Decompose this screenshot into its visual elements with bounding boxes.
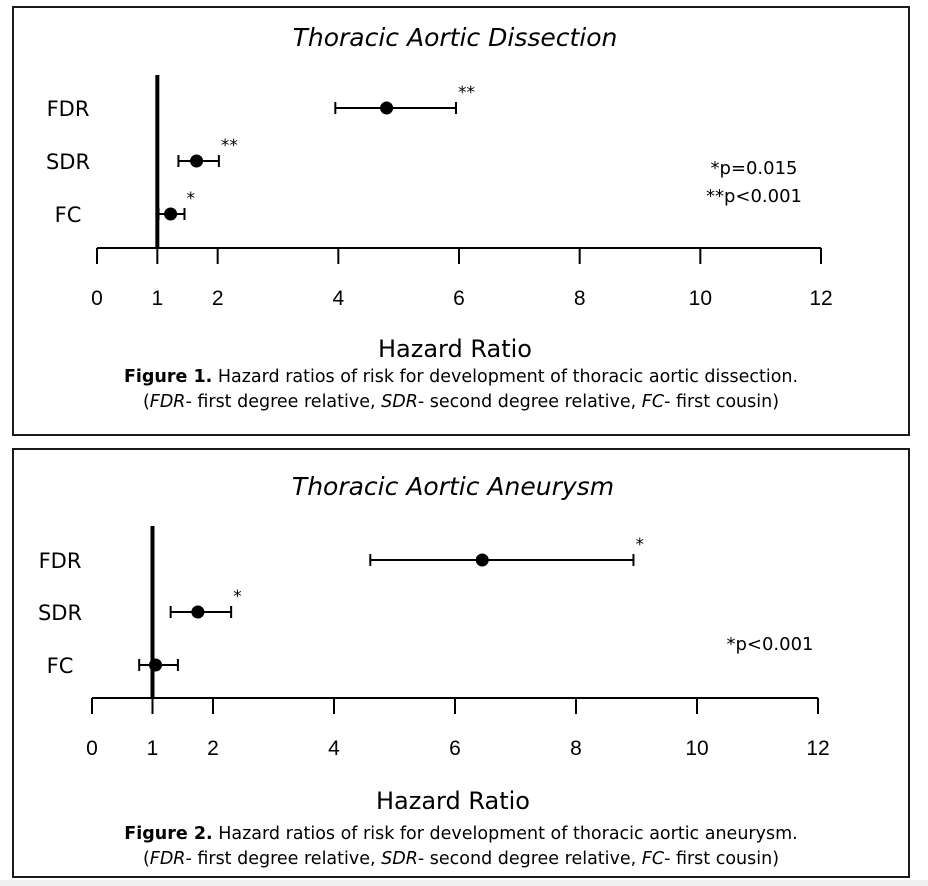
x-tick-label: 2 <box>207 737 219 760</box>
caption-fdr-abbr: FDR <box>149 849 186 869</box>
caption-paren: ( <box>142 392 150 412</box>
category-label: SDR <box>46 150 90 174</box>
x-tick-label: 1 <box>151 287 163 310</box>
x-tick-label: 6 <box>453 287 465 310</box>
caption-fc-def: - first cousin) <box>664 392 780 412</box>
figure-2-panel: Thoracic Aortic Aneurysm 0 1 2 4 6 8 10 12 Hazard… <box>12 448 910 878</box>
caption-line-1: Figure 1. Hazard ratios of risk for deve… <box>14 365 908 390</box>
caption-fdr-def: - first degree relative, <box>185 849 382 869</box>
caption-line-1: Figure 2. Hazard ratios of risk for deve… <box>14 822 908 847</box>
figure-1-panel: Thoracic Aortic Dissection 0 1 2 4 6 8 10 12 Haza… <box>12 6 910 436</box>
x-tick-label: 6 <box>449 737 461 760</box>
point-estimate <box>475 553 489 567</box>
x-tick-label: 0 <box>91 287 103 310</box>
significance-marker: * <box>635 535 644 555</box>
point-estimate <box>190 154 204 168</box>
point-estimate <box>164 207 178 221</box>
caption-paren: ( <box>142 849 150 869</box>
x-axis-label: Hazard Ratio <box>378 335 532 363</box>
x-axis-label: Hazard Ratio <box>376 787 530 815</box>
point-estimate <box>380 101 394 115</box>
x-tick-label: 8 <box>570 737 582 760</box>
caption-fc-abbr: FC <box>641 849 665 869</box>
x-tick-label: 12 <box>809 287 832 310</box>
x-tick-label: 2 <box>212 287 224 310</box>
chart-title: Thoracic Aortic Aneurysm <box>292 472 614 501</box>
significance-marker: * <box>233 587 242 607</box>
caption-sdr-abbr: SDR <box>381 392 418 412</box>
caption-line-2: (FDR- first degree relative, SDR- second… <box>14 390 908 415</box>
figure-2-caption: Figure 2. Hazard ratios of risk for deve… <box>14 822 908 872</box>
category-label: FDR <box>47 97 90 121</box>
p-value-note: *p=0.015 <box>710 158 797 179</box>
category-label: FC <box>55 203 82 227</box>
category-label: FC <box>47 654 74 678</box>
significance-marker: ** <box>221 136 238 156</box>
p-value-note: **p<0.001 <box>706 186 802 207</box>
caption-text: Hazard ratios of risk for development of… <box>212 824 798 844</box>
caption-fdr-abbr: FDR <box>149 392 186 412</box>
caption-fdr-def: - first degree relative, <box>185 392 382 412</box>
caption-sdr-def: - second degree relative, <box>417 392 642 412</box>
x-tick-label: 1 <box>147 737 159 760</box>
caption-text: Hazard ratios of risk for development of… <box>212 367 799 387</box>
caption-sdr-def: - second degree relative, <box>417 849 642 869</box>
p-value-note: *p<0.001 <box>726 634 813 655</box>
x-tick-label: 10 <box>689 287 712 310</box>
x-tick-label: 8 <box>574 287 586 310</box>
point-estimate <box>191 605 205 619</box>
caption-figure-label: Figure 2. <box>124 824 213 844</box>
caption-fc-def: - first cousin) <box>664 849 780 869</box>
x-tick-label: 0 <box>86 737 98 760</box>
caption-sdr-abbr: SDR <box>381 849 418 869</box>
x-tick-label: 12 <box>806 737 829 760</box>
figure-1-caption: Figure 1. Hazard ratios of risk for deve… <box>14 365 908 415</box>
category-label: FDR <box>39 549 82 573</box>
point-estimate <box>149 658 163 672</box>
significance-marker: * <box>186 189 195 209</box>
x-tick-label: 4 <box>328 737 340 760</box>
significance-marker: ** <box>458 83 475 103</box>
page-bottom-strip <box>0 880 928 886</box>
x-tick-label: 10 <box>685 737 708 760</box>
category-label: SDR <box>38 601 82 625</box>
caption-line-2: (FDR- first degree relative, SDR- second… <box>14 847 908 872</box>
caption-figure-label: Figure 1. <box>123 367 213 387</box>
x-tick-label: 4 <box>332 287 344 310</box>
chart-title: Thoracic Aortic Dissection <box>293 23 618 52</box>
caption-fc-abbr: FC <box>641 392 665 412</box>
